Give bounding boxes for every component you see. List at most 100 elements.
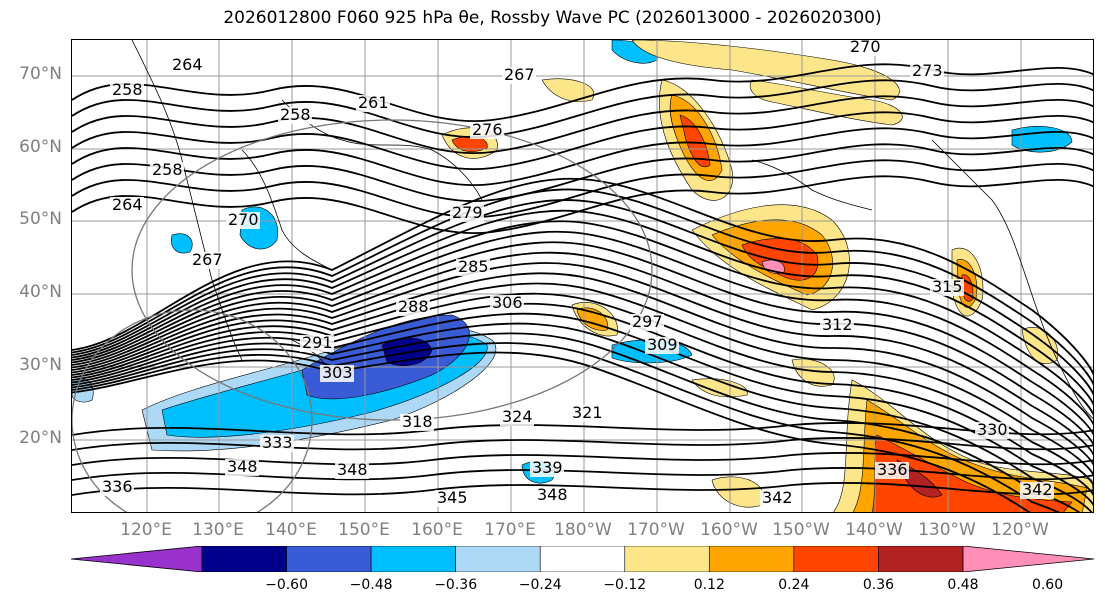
contour-label: 339	[532, 458, 563, 477]
contour-label: 285	[458, 257, 489, 276]
contour-label: 309	[647, 335, 678, 354]
colorbar-segment	[539, 546, 626, 572]
lon-label: 130°E	[192, 520, 244, 540]
contour-label: 306	[492, 293, 523, 312]
colorbar-segment	[878, 546, 964, 572]
contour-label: 270	[850, 40, 881, 56]
contour-label: 288	[398, 297, 429, 316]
contour-labels: 270 267 264 261 258 258 258 264 267 270 273 276 279 2…	[100, 40, 1054, 507]
coastline	[281, 99, 483, 201]
colorbar-extend-low	[71, 546, 203, 572]
lon-label: 140°E	[265, 520, 317, 540]
coastline	[131, 40, 243, 361]
lon-label: 170°W	[627, 520, 685, 540]
anomaly-region	[791, 358, 835, 387]
contour-line	[72, 95, 1093, 154]
contour-line	[72, 482, 1093, 496]
contour-label: 312	[822, 315, 853, 334]
anomaly-region	[171, 233, 193, 254]
coastline	[751, 159, 873, 211]
lon-label: 120°W	[991, 520, 1049, 540]
contour-label: 336	[877, 460, 908, 479]
lon-label: 180°W	[554, 520, 612, 540]
contour-line	[72, 143, 1093, 202]
contour-label: 345	[437, 488, 468, 507]
lon-label: 130°W	[918, 520, 976, 540]
theta-e-contours	[72, 63, 1093, 512]
lat-label: 70°N	[19, 64, 62, 84]
contour-line	[72, 177, 1093, 376]
lat-label: 40°N	[19, 282, 62, 302]
contour-line	[72, 230, 1093, 426]
lat-label: 50°N	[19, 209, 62, 229]
contour-label: 279	[452, 203, 483, 222]
contour-line	[72, 422, 1093, 436]
colorbar-tick-label: 0.12	[693, 577, 725, 593]
contour-line	[72, 351, 1031, 512]
contour-label: 321	[572, 403, 603, 422]
contour-label: 348	[537, 485, 568, 504]
contour-line	[72, 251, 1093, 446]
colorbar	[71, 546, 1094, 572]
lon-label: 150°W	[772, 520, 830, 540]
colorbar-segment	[201, 546, 287, 572]
reference-ellipse	[72, 309, 313, 512]
reference-ellipse	[131, 119, 653, 421]
lon-label: 170°E	[484, 520, 536, 540]
contour-label: 291	[302, 333, 333, 352]
contour-label: 297	[632, 312, 663, 331]
colorbar-tick-label: −0.60	[265, 577, 308, 593]
coastline	[931, 139, 1093, 419]
lon-label: 160°W	[700, 520, 758, 540]
anomaly-region	[541, 78, 595, 102]
contour-label: 318	[402, 412, 433, 431]
anomaly-region	[711, 476, 765, 508]
anomaly-region	[1021, 327, 1059, 365]
colorbar-tick-label: 0.36	[862, 577, 895, 593]
contour-label: 333	[262, 433, 293, 452]
colorbar-tick-label: −0.12	[603, 577, 647, 593]
contour-line	[72, 175, 1093, 234]
coastline	[241, 149, 333, 271]
contour-line	[72, 437, 1093, 451]
anomaly-region	[691, 378, 748, 398]
contour-line	[72, 322, 1093, 512]
contour-line	[72, 209, 1093, 406]
anomaly-region	[679, 114, 711, 167]
contour-label: 348	[337, 460, 368, 479]
contour-label: 258	[152, 160, 183, 179]
contour-label: 342	[762, 488, 793, 507]
colorbar-segment	[286, 546, 372, 572]
colorbar-segment	[624, 546, 710, 572]
colorbar-segment	[370, 546, 456, 572]
contour-label: 258	[112, 80, 143, 99]
colorbar-tick-label: 0.48	[947, 577, 979, 593]
contour-label: 303	[322, 363, 353, 382]
colorbar-tick-label: 0.24	[778, 577, 810, 593]
contour-label: 336	[102, 477, 133, 496]
map-panel: 270 267 264 261 258 258 258 264 267 270 273 276 279 2…	[71, 39, 1094, 513]
contour-label: 315	[932, 277, 963, 296]
contour-label: 267	[192, 250, 223, 269]
contour-label: 261	[358, 93, 389, 112]
figure-title: 2026012800 F060 925 hPa θe, Rossby Wave …	[223, 8, 882, 28]
lat-label: 60°N	[19, 137, 62, 157]
colorbar-segment	[709, 546, 795, 572]
contour-line	[72, 282, 1093, 477]
contour-label: 264	[172, 55, 203, 74]
colorbar-tick-label: −0.24	[518, 577, 562, 593]
map-svg: 270 267 264 261 258 258 258 264 267 270 273 276 279 2…	[72, 40, 1093, 512]
colorbar-tick-label: 0.60	[1031, 577, 1064, 593]
contour-line	[72, 111, 1093, 170]
lat-label: 30°N	[19, 355, 62, 375]
colorbar-segment	[455, 546, 541, 572]
lon-label: 150°E	[338, 520, 390, 540]
contour-line	[72, 332, 1081, 512]
contour-label: 330	[977, 420, 1008, 439]
contour-line	[72, 79, 1093, 138]
contour-line	[72, 199, 1093, 396]
colorbar-extend-high	[962, 546, 1094, 572]
contour-line	[72, 272, 1093, 467]
colorbar-tick-label: −0.36	[434, 577, 478, 593]
contour-label: 273	[912, 61, 943, 80]
